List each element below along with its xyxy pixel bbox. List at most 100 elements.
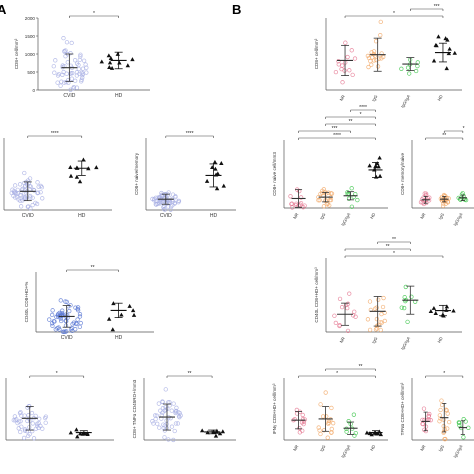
data-point-igg bbox=[367, 299, 373, 304]
data-point-igg bbox=[374, 57, 379, 63]
data-point-igg bbox=[329, 430, 334, 435]
significance-label: *** bbox=[434, 4, 440, 10]
data-point-igg bbox=[369, 62, 374, 67]
data-point-cvid bbox=[58, 318, 64, 324]
y-axis-label: CD40L CD8+HD+% bbox=[24, 282, 29, 323]
data-point-igg bbox=[368, 58, 373, 64]
data-point-cvid bbox=[13, 189, 18, 194]
data-point-cvid bbox=[163, 387, 168, 392]
significance-label: * bbox=[56, 371, 58, 377]
data-point-cvid bbox=[22, 170, 27, 176]
data-point-cvid bbox=[80, 72, 85, 78]
data-point-nr bbox=[290, 205, 295, 210]
data-point-cvid bbox=[152, 196, 157, 202]
data-point-cvid bbox=[67, 308, 72, 314]
data-point-cvid bbox=[60, 329, 66, 335]
data-point-nr bbox=[289, 201, 295, 206]
data-point-nr bbox=[342, 68, 347, 73]
data-point-igg bbox=[317, 428, 322, 433]
category-label: IgG/IgA bbox=[340, 444, 352, 459]
data-point-nr bbox=[424, 193, 429, 198]
data-point-cvid bbox=[34, 201, 40, 207]
data-point-cvid bbox=[75, 305, 81, 310]
data-point-cvid bbox=[163, 407, 169, 413]
data-point-igg bbox=[378, 19, 383, 25]
data-point-igg-iga bbox=[349, 204, 355, 209]
data-point-igg bbox=[445, 426, 450, 431]
data-point-cvid bbox=[171, 437, 176, 443]
data-point-igg-iga bbox=[457, 422, 462, 428]
data-point-nr bbox=[423, 191, 429, 196]
data-point-nr bbox=[349, 48, 354, 53]
data-point-igg bbox=[438, 407, 443, 413]
data-point-cvid bbox=[74, 85, 80, 90]
data-point-cvid bbox=[57, 327, 62, 332]
data-point-hd bbox=[68, 430, 74, 435]
data-point-cvid bbox=[68, 51, 73, 56]
data-point-igg bbox=[378, 33, 383, 38]
data-point-igg-iga bbox=[344, 426, 349, 431]
data-point-cvid bbox=[160, 405, 166, 411]
data-point-hd bbox=[107, 64, 112, 69]
data-point-cvid bbox=[55, 80, 60, 85]
data-point-igg bbox=[318, 431, 323, 437]
y-axis-label: IFNγ CD8+HD+ cell/mm³ bbox=[272, 383, 277, 434]
data-point-hd bbox=[367, 431, 373, 436]
data-point-hd bbox=[446, 51, 452, 56]
data-point-cvid bbox=[56, 311, 61, 317]
data-point-igg-iga bbox=[466, 425, 471, 430]
data-point-cvid bbox=[78, 52, 83, 57]
significance-label: ** bbox=[188, 371, 192, 377]
data-point-cvid bbox=[11, 418, 16, 423]
data-point-cvid bbox=[28, 206, 33, 211]
category-label: CVID bbox=[22, 213, 34, 219]
data-point-igg-iga bbox=[407, 71, 412, 76]
data-point-igg bbox=[374, 316, 380, 322]
y-tick-label: 2000 bbox=[25, 16, 36, 21]
y-tick-label: 500 bbox=[27, 70, 35, 75]
data-point-cvid bbox=[71, 85, 77, 90]
data-point-igg bbox=[445, 411, 450, 416]
category-label: HD bbox=[369, 212, 376, 220]
data-point-cvid bbox=[159, 412, 164, 418]
data-point-igg bbox=[323, 390, 328, 395]
data-point-nr bbox=[420, 421, 426, 427]
data-point-hd bbox=[217, 431, 223, 436]
data-point-cvid bbox=[69, 40, 74, 46]
category-label: IgG/IgA bbox=[452, 212, 464, 227]
data-point-nr bbox=[336, 59, 341, 64]
data-point-cvid bbox=[150, 196, 155, 202]
data-point-hd bbox=[436, 34, 441, 39]
data-point-igg bbox=[324, 202, 330, 207]
significance-label: ** bbox=[386, 244, 390, 250]
data-point-igg-iga bbox=[399, 66, 404, 71]
data-point-nr bbox=[352, 309, 357, 314]
y-axis-label: CD40L CD8+HD+ cell/mm³ bbox=[314, 267, 319, 323]
data-point-cvid bbox=[29, 410, 35, 416]
data-point-cvid bbox=[30, 202, 35, 208]
data-point-igg bbox=[365, 317, 371, 322]
data-point-cvid bbox=[168, 207, 173, 212]
data-point-hd bbox=[94, 165, 99, 170]
data-point-hd bbox=[219, 161, 224, 165]
data-point-igg-iga bbox=[459, 192, 465, 197]
data-point-nr bbox=[292, 417, 297, 422]
data-point-cvid bbox=[173, 195, 178, 200]
data-point-hd bbox=[431, 58, 437, 63]
significance-label: * bbox=[393, 11, 395, 17]
data-point-igg bbox=[366, 64, 371, 70]
data-point-nr bbox=[337, 296, 343, 302]
data-point-hd bbox=[447, 46, 452, 51]
data-point-cvid bbox=[76, 66, 81, 72]
data-point-cvid bbox=[12, 190, 17, 196]
data-point-cvid bbox=[77, 324, 82, 330]
category-label: NR bbox=[339, 336, 346, 344]
data-point-nr bbox=[345, 301, 351, 306]
data-point-nr bbox=[333, 69, 339, 75]
significance-label: ** bbox=[349, 119, 353, 125]
y-tick-label: 1500 bbox=[25, 34, 36, 39]
category-label: IgG/IgA bbox=[340, 212, 352, 227]
